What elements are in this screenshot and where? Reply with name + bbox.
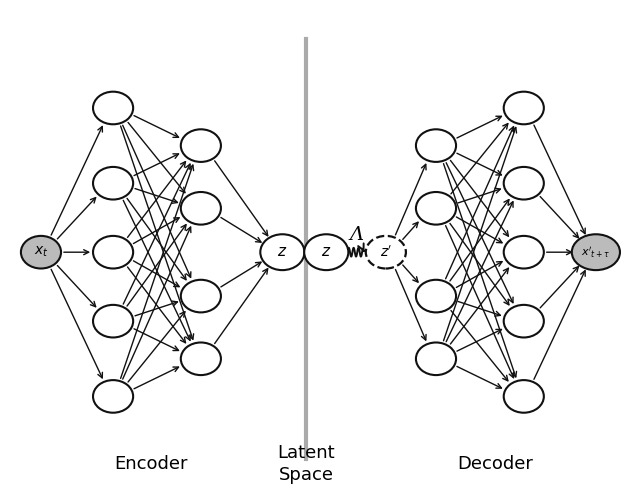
Text: $z$: $z$ <box>277 245 287 259</box>
Ellipse shape <box>181 343 221 375</box>
Ellipse shape <box>504 92 544 124</box>
Text: $z$: $z$ <box>321 245 332 259</box>
Ellipse shape <box>260 234 305 270</box>
Text: $x'_{t+\tau}$: $x'_{t+\tau}$ <box>581 245 611 260</box>
Ellipse shape <box>416 129 456 162</box>
Ellipse shape <box>181 129 221 162</box>
Text: $z'$: $z'$ <box>380 245 392 260</box>
Text: Latent
Space: Latent Space <box>277 444 335 484</box>
Ellipse shape <box>93 380 133 413</box>
Ellipse shape <box>572 234 620 270</box>
Ellipse shape <box>504 236 544 269</box>
Text: $x_t$: $x_t$ <box>34 245 49 259</box>
Ellipse shape <box>416 343 456 375</box>
Ellipse shape <box>93 92 133 124</box>
Ellipse shape <box>93 236 133 269</box>
Text: Decoder: Decoder <box>458 455 534 473</box>
Ellipse shape <box>416 192 456 224</box>
Ellipse shape <box>504 380 544 413</box>
Ellipse shape <box>416 280 456 313</box>
Ellipse shape <box>93 305 133 338</box>
Ellipse shape <box>504 167 544 199</box>
Ellipse shape <box>366 236 406 269</box>
Text: Encoder: Encoder <box>114 455 188 473</box>
Ellipse shape <box>93 167 133 199</box>
Text: Λ: Λ <box>349 225 363 244</box>
Ellipse shape <box>181 280 221 313</box>
Ellipse shape <box>304 234 348 270</box>
Ellipse shape <box>21 236 61 269</box>
Ellipse shape <box>181 192 221 224</box>
Ellipse shape <box>504 305 544 338</box>
